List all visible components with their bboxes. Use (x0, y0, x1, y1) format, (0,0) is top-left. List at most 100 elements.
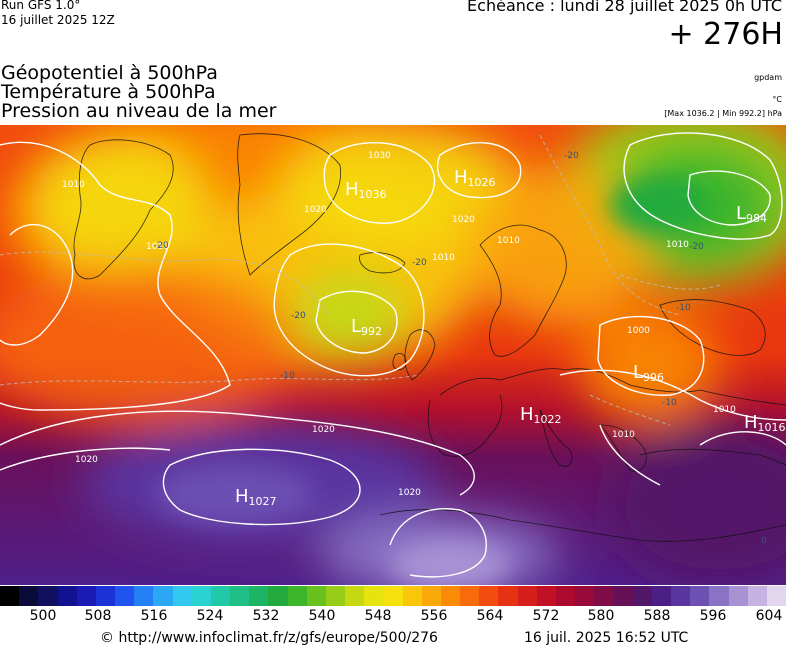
isobar-label: 1010 (713, 405, 736, 415)
isobar-label: 1010 (612, 430, 635, 440)
legend-swatch (651, 586, 672, 606)
isobar-label: 1010 (432, 253, 455, 263)
isotherm-label: -20 (689, 242, 704, 252)
title-pressure: Pression au niveau de la mer (1, 100, 277, 122)
isotherm-label: -10 (280, 371, 295, 381)
isobar-label: 1020 (304, 205, 327, 215)
legend-swatch (364, 586, 384, 606)
pressure-centers: H1036 H1026 L984 L992 L996 H1022 H1016 H1027 (235, 167, 786, 508)
isobar-label: 1000 (627, 326, 650, 336)
isotherm-label: -10 (676, 303, 691, 313)
isotherm-label: -20 (564, 151, 579, 161)
isobar-label: 1010 (62, 180, 85, 190)
weather-map: H1036 H1026 L984 L992 L996 H1022 H1016 H1027 10… (0, 125, 786, 585)
isotherm-label: 0 (761, 536, 767, 546)
legend-swatch (421, 586, 441, 606)
legend-swatch (690, 586, 710, 606)
legend-tick-label: 548 (364, 608, 392, 624)
isotherms (0, 134, 721, 426)
pressure-center: H1026 (454, 167, 496, 189)
legend-tick-label: 572 (532, 608, 560, 624)
legend-swatch (766, 586, 786, 606)
pressure-center: H1027 (235, 486, 277, 508)
legend-swatch (172, 586, 192, 606)
legend-swatch (555, 586, 576, 606)
legend-swatch (613, 586, 633, 606)
legend-swatch (479, 586, 499, 606)
legend-swatch (0, 586, 20, 606)
pressure-center: L984 (736, 203, 767, 225)
legend-tick-label: 540 (308, 608, 336, 624)
unit-pressure-range: [Max 1036.2 | Min 992.2] hPa (664, 109, 782, 118)
pressure-center: L996 (633, 362, 664, 384)
isobar-label: 1030 (368, 151, 391, 161)
legend-swatch (19, 586, 39, 606)
legend-swatch (191, 586, 211, 606)
isobar-label: 1020 (75, 455, 98, 465)
isotherm-label: -10 (662, 398, 677, 408)
legend-swatch (115, 586, 135, 606)
legend-swatch (383, 586, 403, 606)
legend-tick-label: 604 (755, 608, 783, 624)
legend-tick-label: 564 (476, 608, 504, 624)
legend-swatch (268, 586, 288, 606)
legend-swatch (594, 586, 614, 606)
legend-swatch (709, 586, 729, 606)
legend-swatch (345, 586, 365, 606)
source-url: © http://www.infoclimat.fr/z/gfs/europe/… (100, 630, 438, 646)
legend-swatch (498, 586, 518, 606)
legend-tick-label: 524 (196, 608, 224, 624)
legend-tick-label: 532 (252, 608, 280, 624)
legend-swatch (210, 586, 231, 606)
pressure-center: H1022 (520, 404, 562, 426)
legend-tick-label: 500 (29, 608, 57, 624)
unit-temperature: °C (772, 95, 782, 104)
legend-tick-label: 556 (420, 608, 448, 624)
legend-tick-label: 516 (140, 608, 168, 624)
coastlines (73, 133, 786, 542)
legend-swatch (306, 586, 326, 606)
legend-swatch (153, 586, 173, 606)
legend-tick-label: 508 (84, 608, 112, 624)
isotherm-label: -20 (154, 241, 169, 251)
legend-swatch (325, 586, 346, 606)
legend-ticks: 500 508 516 524 532 540 548 556 564 572 580 588 596 6… (0, 608, 786, 628)
generation-date: 16 juil. 2025 16:52 UTC (524, 630, 689, 646)
legend-swatch (632, 586, 652, 606)
isobar-label: 1020 (398, 488, 421, 498)
legend-swatch (95, 586, 116, 606)
isobar-label: 1010 (146, 242, 169, 252)
legend-swatch (460, 586, 480, 606)
legend-swatch (230, 586, 250, 606)
forecast-lead-time: + 276H (668, 17, 784, 52)
legend-swatch (440, 586, 461, 606)
title-geopotential: Géopotentiel à 500hPa (1, 62, 218, 84)
legend-tick-label: 580 (587, 608, 615, 624)
legend-swatch (747, 586, 767, 606)
legend-swatch (38, 586, 58, 606)
legend-swatch (402, 586, 422, 606)
title-temperature: Température à 500hPa (1, 81, 216, 103)
run-label: Run GFS 1.0° (1, 0, 81, 12)
isobar-label: 1020 (312, 425, 335, 435)
isobar-label: 1010 (666, 240, 689, 250)
legend-swatch (249, 586, 269, 606)
forecast-valid-time: Echéance : lundi 28 juillet 2025 0h UTC (467, 0, 782, 15)
isobar-labels: 1010 1030 1020 1010 1020 1010 1010 1000 1010 1010… (62, 151, 736, 498)
legend-tick-label: 588 (643, 608, 671, 624)
unit-geopotential: gpdam (754, 73, 782, 82)
legend-swatch (287, 586, 307, 606)
legend-tick-label: 596 (699, 608, 727, 624)
legend-swatch (134, 586, 154, 606)
isobar-label: 1020 (452, 215, 475, 225)
run-date: 16 juillet 2025 12Z (1, 13, 115, 27)
legend-swatch (57, 586, 77, 606)
legend-swatch (728, 586, 748, 606)
isotherm-labels: -20 -20 -20 -20 -10 -10 -10 0 -20 (154, 151, 767, 546)
legend-swatch (76, 586, 96, 606)
legend-swatch (671, 586, 691, 606)
isotherm-label: -20 (412, 258, 427, 268)
isotherm-label: -20 (291, 311, 306, 321)
pressure-center: H1036 (345, 179, 387, 201)
legend-swatch (517, 586, 537, 606)
